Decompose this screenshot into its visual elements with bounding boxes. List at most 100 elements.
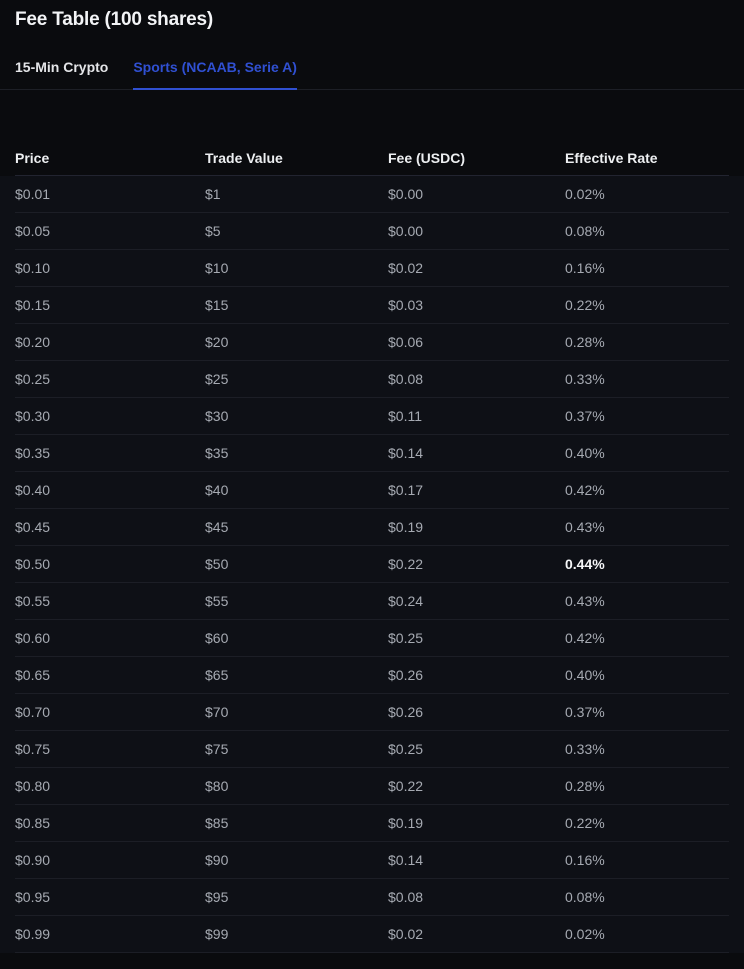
cell-trade-value: $1 bbox=[205, 186, 221, 202]
table-row: $0.95 $95 $0.08 0.08% bbox=[15, 879, 729, 916]
cell-trade-value: $85 bbox=[205, 815, 229, 831]
page-title: Fee Table (100 shares) bbox=[15, 9, 214, 30]
cell-trade-value: $80 bbox=[205, 778, 229, 794]
cell-price: $0.01 bbox=[15, 186, 51, 202]
cell-price: $0.15 bbox=[15, 297, 51, 313]
cell-effective-rate: 0.40% bbox=[565, 667, 605, 683]
cell-price: $0.05 bbox=[15, 223, 51, 239]
cell-trade-value: $45 bbox=[205, 519, 229, 535]
cell-trade-value: $60 bbox=[205, 630, 229, 646]
cell-trade-value: $15 bbox=[205, 297, 229, 313]
cell-effective-rate: 0.02% bbox=[565, 186, 605, 202]
table-row: $0.20 $20 $0.06 0.28% bbox=[15, 324, 729, 361]
cell-fee: $0.00 bbox=[388, 223, 424, 239]
cell-trade-value: $99 bbox=[205, 926, 229, 942]
cell-effective-rate: 0.42% bbox=[565, 482, 605, 498]
cell-trade-value: $95 bbox=[205, 889, 229, 905]
cell-trade-value: $50 bbox=[205, 556, 229, 572]
table-row: $0.05 $5 $0.00 0.08% bbox=[15, 213, 729, 250]
cell-fee: $0.06 bbox=[388, 334, 424, 350]
cell-effective-rate: 0.08% bbox=[565, 223, 605, 239]
column-header-price: Price bbox=[15, 149, 50, 166]
cell-fee: $0.02 bbox=[388, 260, 424, 276]
cell-effective-rate: 0.28% bbox=[565, 778, 605, 794]
cell-price: $0.99 bbox=[15, 926, 51, 942]
tab-sports-ncaab-serie-a[interactable]: Sports (NCAAB, Serie A) bbox=[133, 59, 297, 90]
table-row: $0.25 $25 $0.08 0.33% bbox=[15, 361, 729, 398]
cell-fee: $0.17 bbox=[388, 482, 424, 498]
cell-price: $0.40 bbox=[15, 482, 51, 498]
cell-price: $0.65 bbox=[15, 667, 51, 683]
table-row: $0.55 $55 $0.24 0.43% bbox=[15, 583, 729, 620]
cell-price: $0.70 bbox=[15, 704, 51, 720]
cell-fee: $0.14 bbox=[388, 445, 424, 461]
cell-fee: $0.24 bbox=[388, 593, 424, 609]
cell-fee: $0.25 bbox=[388, 630, 424, 646]
cell-effective-rate: 0.43% bbox=[565, 519, 605, 535]
tab-15-min-crypto[interactable]: 15-Min Crypto bbox=[15, 59, 109, 75]
cell-fee: $0.11 bbox=[388, 408, 422, 424]
cell-fee: $0.14 bbox=[388, 852, 424, 868]
table-header-row: Price Trade Value Fee (USDC) Effective R… bbox=[15, 140, 729, 176]
cell-trade-value: $90 bbox=[205, 852, 229, 868]
table-row: $0.99 $99 $0.02 0.02% bbox=[15, 916, 729, 953]
cell-effective-rate: 0.37% bbox=[565, 408, 605, 424]
cell-trade-value: $40 bbox=[205, 482, 229, 498]
cell-effective-rate: 0.33% bbox=[565, 371, 605, 387]
cell-fee: $0.00 bbox=[388, 186, 424, 202]
table-body: $0.01 $1 $0.00 0.02% $0.05 $5 $0.00 0.08… bbox=[0, 176, 744, 953]
cell-price: $0.60 bbox=[15, 630, 51, 646]
table-row: $0.60 $60 $0.25 0.42% bbox=[15, 620, 729, 657]
table-row: $0.30 $30 $0.11 0.37% bbox=[15, 398, 729, 435]
cell-fee: $0.25 bbox=[388, 741, 424, 757]
table-row: $0.70 $70 $0.26 0.37% bbox=[15, 694, 729, 731]
cell-fee: $0.08 bbox=[388, 371, 424, 387]
fee-table: Price Trade Value Fee (USDC) Effective R… bbox=[0, 140, 744, 953]
cell-effective-rate: 0.02% bbox=[565, 926, 605, 942]
cell-price: $0.95 bbox=[15, 889, 51, 905]
column-header-effective-rate: Effective Rate bbox=[565, 149, 658, 166]
cell-trade-value: $10 bbox=[205, 260, 229, 276]
table-row: $0.01 $1 $0.00 0.02% bbox=[15, 176, 729, 213]
table-row: $0.45 $45 $0.19 0.43% bbox=[15, 509, 729, 546]
cell-price: $0.25 bbox=[15, 371, 51, 387]
cell-price: $0.80 bbox=[15, 778, 51, 794]
cell-trade-value: $55 bbox=[205, 593, 229, 609]
cell-effective-rate: 0.40% bbox=[565, 445, 605, 461]
cell-effective-rate: 0.42% bbox=[565, 630, 605, 646]
cell-effective-rate: 0.44% bbox=[565, 556, 605, 572]
cell-trade-value: $30 bbox=[205, 408, 229, 424]
cell-fee: $0.02 bbox=[388, 926, 424, 942]
cell-price: $0.85 bbox=[15, 815, 51, 831]
cell-fee: $0.26 bbox=[388, 667, 424, 683]
cell-fee: $0.19 bbox=[388, 519, 424, 535]
cell-price: $0.75 bbox=[15, 741, 51, 757]
cell-effective-rate: 0.08% bbox=[565, 889, 605, 905]
cell-price: $0.20 bbox=[15, 334, 51, 350]
cell-trade-value: $35 bbox=[205, 445, 229, 461]
table-row: $0.40 $40 $0.17 0.42% bbox=[15, 472, 729, 509]
column-header-fee: Fee (USDC) bbox=[388, 149, 466, 166]
cell-price: $0.45 bbox=[15, 519, 51, 535]
table-row: $0.35 $35 $0.14 0.40% bbox=[15, 435, 729, 472]
cell-fee: $0.22 bbox=[388, 556, 424, 572]
table-row: $0.85 $85 $0.19 0.22% bbox=[15, 805, 729, 842]
cell-effective-rate: 0.43% bbox=[565, 593, 605, 609]
cell-effective-rate: 0.16% bbox=[565, 260, 605, 276]
cell-price: $0.55 bbox=[15, 593, 51, 609]
cell-effective-rate: 0.22% bbox=[565, 815, 605, 831]
table-row: $0.15 $15 $0.03 0.22% bbox=[15, 287, 729, 324]
table-row: $0.10 $10 $0.02 0.16% bbox=[15, 250, 729, 287]
cell-trade-value: $75 bbox=[205, 741, 229, 757]
cell-trade-value: $25 bbox=[205, 371, 229, 387]
cell-trade-value: $70 bbox=[205, 704, 229, 720]
cell-trade-value: $5 bbox=[205, 223, 221, 239]
table-row: $0.50 $50 $0.22 0.44% bbox=[15, 546, 729, 583]
tab-bar: 15-Min Crypto Sports (NCAAB, Serie A) bbox=[0, 59, 744, 90]
table-row: $0.90 $90 $0.14 0.16% bbox=[15, 842, 729, 879]
cell-fee: $0.03 bbox=[388, 297, 424, 313]
cell-price: $0.10 bbox=[15, 260, 51, 276]
table-row: $0.75 $75 $0.25 0.33% bbox=[15, 731, 729, 768]
cell-price: $0.35 bbox=[15, 445, 51, 461]
cell-fee: $0.19 bbox=[388, 815, 424, 831]
